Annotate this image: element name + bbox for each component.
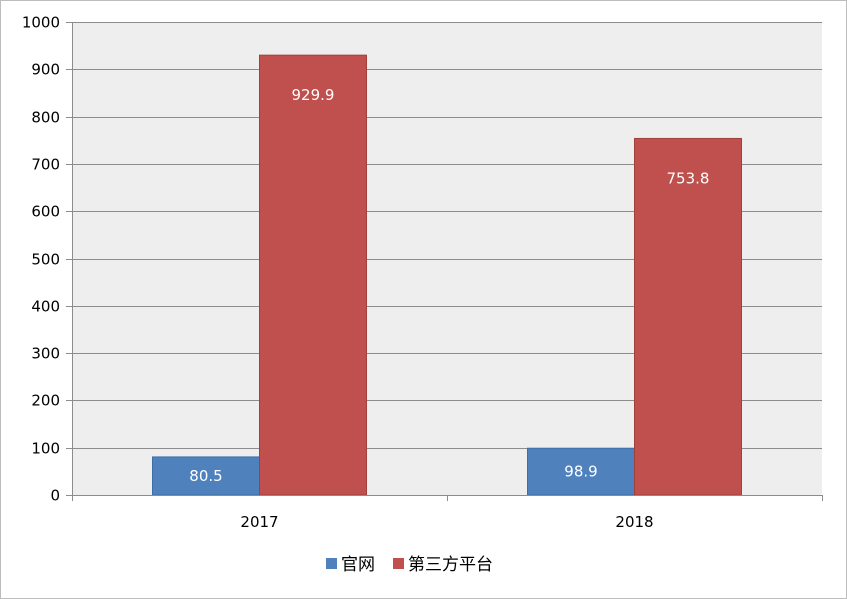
data-label: 929.9 (292, 86, 335, 104)
bar-third-party-2017 (259, 54, 367, 496)
x-tick-label: 2018 (615, 513, 653, 531)
y-tick-label: 900 (31, 61, 60, 79)
y-tick-label: 600 (31, 203, 60, 221)
data-label: 80.5 (189, 467, 222, 485)
y-tick-label: 300 (31, 345, 60, 363)
y-tick-label: 200 (31, 392, 60, 410)
axes (66, 22, 823, 501)
y-tick-label: 500 (31, 251, 60, 269)
legend-swatch (393, 558, 404, 569)
data-label: 753.8 (667, 169, 710, 187)
bar-third-party-2018 (634, 137, 742, 496)
y-tick-label: 400 (31, 298, 60, 316)
y-tick-label: 0 (50, 487, 60, 505)
y-tick-label: 1000 (22, 14, 60, 32)
bar-guanwang-2018 (527, 447, 635, 496)
y-tick-label: 100 (31, 440, 60, 458)
x-tick-label: 2017 (240, 513, 278, 531)
y-tick-label: 800 (31, 109, 60, 127)
y-tick-label: 700 (31, 156, 60, 174)
legend-label: 第三方平台 (408, 555, 493, 575)
legend-swatch (326, 558, 337, 569)
legend: 官网 第三方平台 (326, 555, 493, 575)
bars (152, 54, 742, 496)
data-label: 98.9 (564, 463, 597, 481)
legend-label: 官网 (341, 555, 375, 575)
x-axis-tick-labels: 2017 2018 (240, 513, 653, 531)
y-axis-tick-labels: 0 100 200 300 400 500 600 700 800 900 1000 (22, 14, 60, 505)
data-labels: 80.5 929.9 98.9 753.8 (189, 86, 709, 485)
